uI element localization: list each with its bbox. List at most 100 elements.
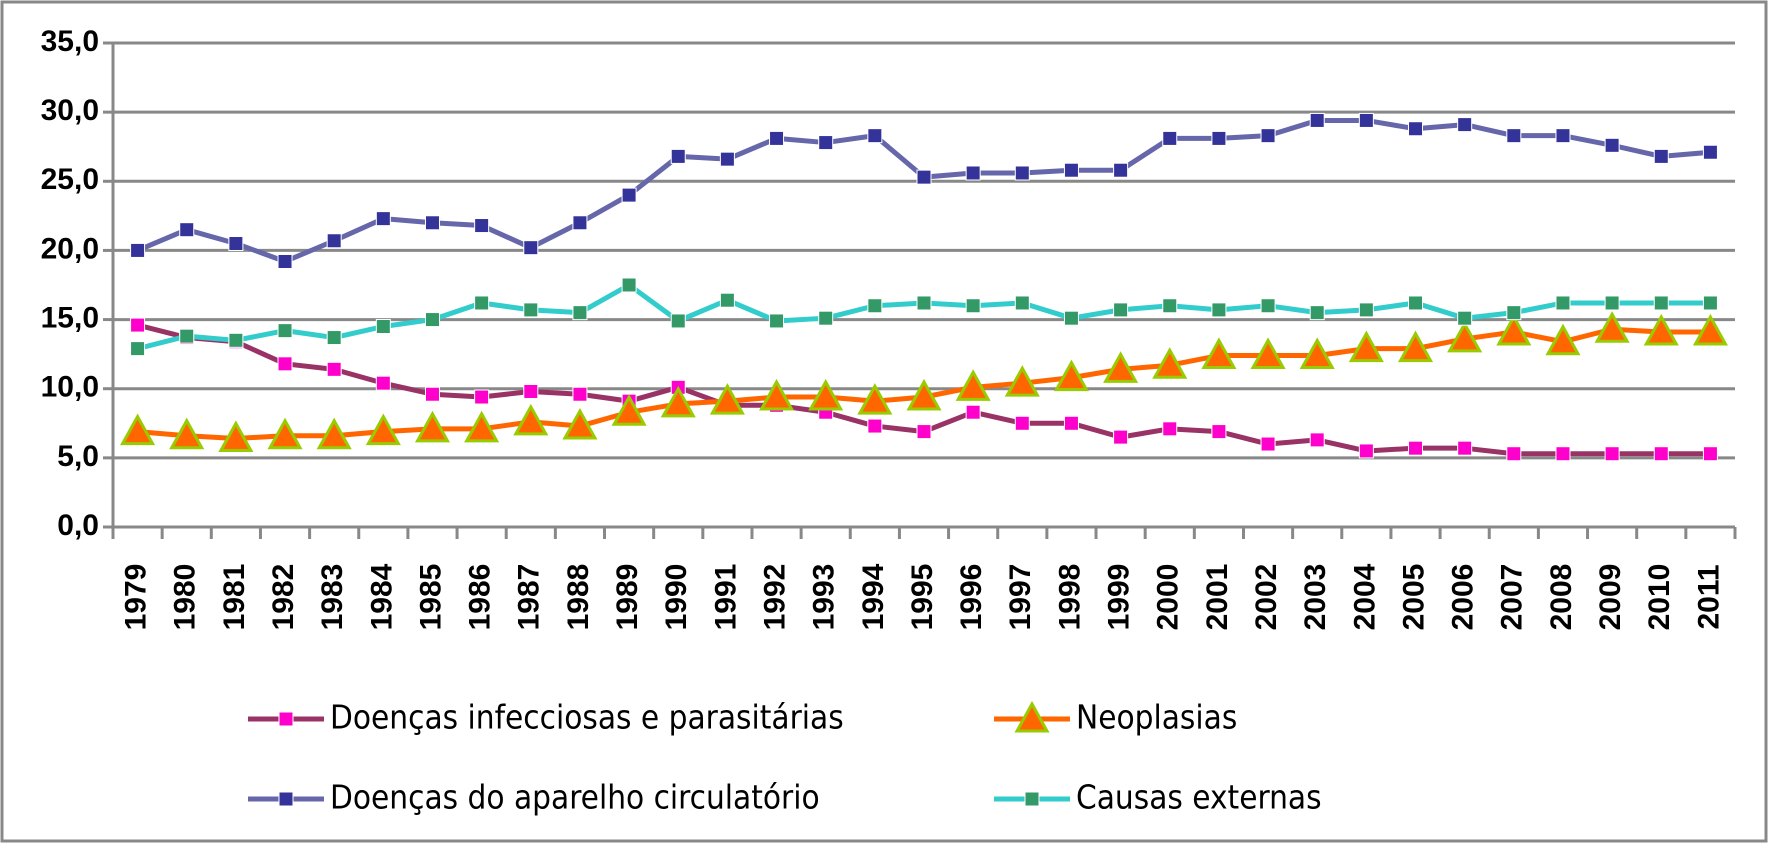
data-point: [228, 332, 244, 348]
x-tick-label: 1981: [218, 564, 251, 631]
y-tick-label: 25,0: [41, 163, 99, 196]
data-point: [965, 165, 981, 181]
data-point: [1113, 429, 1129, 445]
x-tick-label: 1990: [660, 564, 693, 631]
data-point: [1702, 446, 1718, 462]
data-point: [424, 312, 440, 328]
data-point: [818, 310, 834, 326]
data-point: [1063, 415, 1079, 431]
data-point: [1447, 320, 1483, 353]
x-tick-label: 1982: [267, 564, 300, 631]
data-point: [867, 298, 883, 314]
data-point: [670, 313, 686, 329]
data-point: [474, 218, 490, 234]
data-point: [1211, 302, 1227, 318]
data-point: [474, 389, 490, 405]
data-point: [1260, 436, 1276, 452]
data-point: [1653, 295, 1669, 311]
x-tick-label: 1991: [709, 564, 742, 631]
data-point: [562, 407, 598, 440]
data-point: [1457, 440, 1473, 456]
x-tick-label: 2003: [1299, 564, 1332, 631]
data-point: [1506, 128, 1522, 144]
data-point: [513, 403, 549, 436]
data-point: [1260, 128, 1276, 144]
data-point: [424, 215, 440, 231]
x-tick-label: 1992: [758, 564, 791, 631]
x-tick-label: 1979: [119, 564, 152, 631]
data-point: [130, 317, 146, 333]
x-tick-label: 2010: [1643, 564, 1676, 631]
data-point: [1408, 295, 1424, 311]
data-point: [1014, 295, 1030, 311]
data-point: [120, 413, 156, 446]
x-tick-label: 1980: [169, 564, 202, 631]
data-point: [414, 410, 451, 443]
data-point: [1545, 323, 1581, 356]
data-point: [1506, 305, 1522, 321]
data-point: [130, 341, 146, 357]
data-point: [1604, 137, 1620, 153]
legend-marker: [278, 791, 294, 807]
data-point: [1299, 337, 1335, 370]
data-point: [228, 236, 244, 252]
data-point: [1211, 130, 1227, 146]
data-point: [1702, 295, 1718, 311]
x-tick-label: 2005: [1397, 564, 1430, 631]
x-tick-label: 1995: [906, 564, 939, 631]
data-point: [179, 328, 195, 344]
data-point: [1053, 359, 1089, 392]
data-point: [1692, 313, 1728, 346]
data-point: [572, 215, 588, 231]
data-point: [1113, 162, 1129, 178]
data-point: [916, 169, 932, 185]
x-tick-label: 1999: [1103, 564, 1136, 631]
data-point: [1309, 305, 1325, 321]
data-point: [1260, 298, 1276, 314]
y-tick-label: 10,0: [41, 371, 99, 404]
data-point: [1063, 162, 1079, 178]
data-point: [1358, 112, 1374, 128]
data-point: [277, 356, 293, 372]
data-point: [1397, 330, 1434, 363]
data-point: [1201, 337, 1237, 370]
data-point: [1113, 302, 1129, 318]
data-point: [218, 420, 254, 452]
data-point: [621, 277, 637, 293]
x-tick-label: 1983: [316, 564, 349, 631]
x-tick-label: 1998: [1053, 564, 1086, 631]
data-point: [965, 298, 981, 314]
data-point: [719, 292, 735, 308]
x-tick-label: 2009: [1594, 564, 1627, 631]
data-point: [375, 211, 391, 227]
data-point: [424, 386, 440, 402]
data-point: [523, 302, 539, 318]
data-point: [1408, 121, 1424, 137]
data-point: [916, 295, 932, 311]
legend-label: Neoplasias: [1076, 698, 1237, 737]
y-tick-label: 5,0: [57, 440, 99, 473]
data-point: [670, 148, 686, 164]
x-tick-label: 2008: [1545, 564, 1578, 631]
x-tick-label: 1994: [857, 563, 890, 630]
legend-label: Causas externas: [1076, 778, 1322, 817]
data-point: [1152, 347, 1188, 379]
data-point: [965, 404, 981, 420]
y-tick-label: 30,0: [41, 94, 99, 127]
data-point: [1309, 112, 1325, 128]
data-point: [1496, 313, 1532, 346]
x-tick-label: 2001: [1201, 564, 1234, 631]
data-point: [1250, 337, 1286, 370]
data-point: [326, 361, 342, 377]
y-tick-label: 35,0: [41, 25, 99, 58]
x-tick-label: 2011: [1692, 564, 1725, 629]
data-point: [375, 375, 391, 391]
x-tick-label: 2007: [1496, 564, 1529, 631]
legend-label: Doenças infecciosas e parasitárias: [330, 698, 844, 737]
data-point: [808, 378, 844, 411]
data-point: [769, 313, 785, 329]
legend-marker: [278, 711, 294, 727]
data-point: [1604, 446, 1620, 462]
